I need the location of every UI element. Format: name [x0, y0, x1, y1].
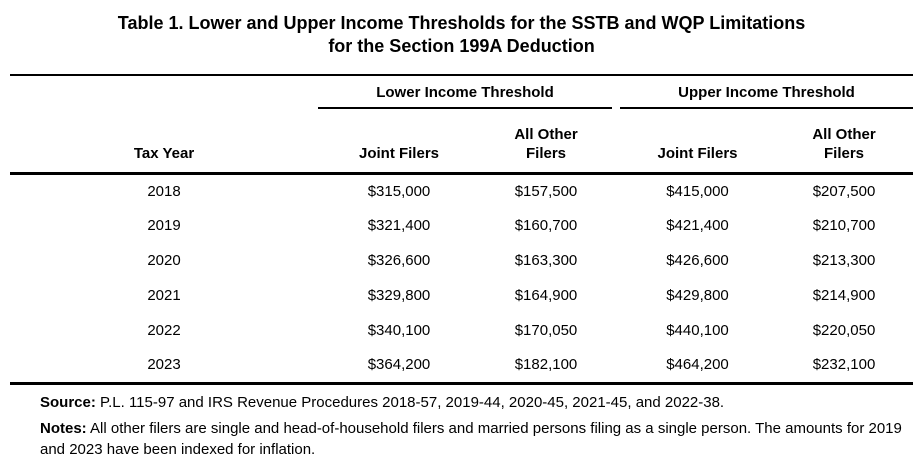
value-cell: $207,500 — [812, 182, 876, 200]
spacer-cell — [612, 243, 620, 278]
table-row: 2018 $315,000 $157,500 $415,000 $207,500 — [10, 173, 913, 208]
column-header-gap — [612, 108, 620, 175]
table-title: Table 1. Lower and Upper Income Threshol… — [0, 0, 923, 58]
table-row: 2020 $326,600 $163,300 $426,600 $213,300 — [10, 243, 913, 278]
value-cell: $429,800 — [666, 287, 729, 304]
value-cell: $157,500 — [514, 182, 578, 200]
value-cell: $321,400 — [367, 217, 431, 234]
group-header-row: Lower Income Threshold Upper Income Thre… — [10, 75, 914, 109]
value-cell: $421,400 — [666, 217, 729, 234]
tax-year-cell: 2022 — [147, 322, 181, 339]
value-cell: $315,000 — [367, 182, 431, 200]
source-label: Source: — [40, 394, 96, 411]
group-header-lower-income-threshold: Lower Income Threshold — [318, 75, 612, 109]
table-footer: Source: P.L. 115-97 and IRS Revenue Proc… — [40, 392, 912, 460]
tax-year-cell: 2021 — [147, 287, 181, 304]
value-cell: $464,200 — [666, 356, 729, 374]
column-header-joint-filers-upper: Joint Filers — [620, 108, 775, 175]
table-row: 2021 $329,800 $164,900 $429,800 $214,900 — [10, 278, 913, 313]
spacer-cell — [612, 208, 620, 243]
value-cell: $182,100 — [514, 356, 578, 374]
tax-year-cell: 2019 — [147, 217, 181, 234]
group-header-gap — [612, 75, 620, 108]
tax-year-cell: 2023 — [147, 356, 181, 374]
column-header-row: Tax Year Joint Filers All Other Filers J… — [10, 108, 914, 175]
value-cell: $213,300 — [812, 252, 876, 269]
spacer-cell — [612, 313, 620, 348]
spacer-cell — [612, 348, 620, 383]
column-header-all-other-filers-upper: All Other Filers — [775, 108, 914, 175]
tax-year-cell: 2020 — [147, 252, 181, 269]
value-cell: $163,300 — [514, 252, 578, 269]
column-header-joint-filers-lower: Joint Filers — [318, 108, 480, 175]
group-header-empty-cell — [10, 75, 318, 108]
table-title-line2: for the Section 199A Deduction — [328, 36, 595, 56]
spacer-cell — [612, 278, 620, 313]
value-cell: $340,100 — [367, 322, 431, 339]
spacer-cell — [612, 173, 620, 208]
value-cell: $164,900 — [514, 287, 578, 304]
source-text: P.L. 115-97 and IRS Revenue Procedures 2… — [95, 394, 725, 411]
value-cell: $326,600 — [367, 252, 431, 269]
value-cell: $364,200 — [367, 356, 431, 374]
table-row: 2023 $364,200 $182,100 $464,200 $232,100 — [10, 348, 913, 383]
value-cell: $426,600 — [666, 252, 729, 269]
group-header-upper-income-threshold: Upper Income Threshold — [620, 75, 914, 109]
table-title-line1: Table 1. Lower and Upper Income Threshol… — [117, 13, 806, 33]
column-header-all-other-filers-lower: All Other Filers — [480, 108, 612, 175]
value-cell: $232,100 — [812, 356, 876, 374]
notes-line: Notes: All other filers are single and h… — [40, 418, 912, 460]
income-thresholds-table: Lower Income Threshold Upper Income Thre… — [10, 74, 914, 385]
source-line: Source: P.L. 115-97 and IRS Revenue Proc… — [40, 392, 912, 413]
column-header-tax-year: Tax Year — [10, 108, 318, 175]
value-cell: $329,800 — [367, 287, 431, 304]
table-row: 2022 $340,100 $170,050 $440,100 $220,050 — [10, 313, 913, 348]
value-cell: $440,100 — [666, 322, 729, 339]
table-row: 2019 $321,400 $160,700 $421,400 $210,700 — [10, 208, 913, 243]
notes-label: Notes: — [40, 420, 87, 437]
notes-text: All other filers are single and head-of-… — [40, 420, 902, 458]
value-cell: $220,050 — [812, 322, 876, 339]
value-cell: $170,050 — [514, 322, 578, 339]
value-cell: $415,000 — [666, 182, 729, 200]
value-cell: $160,700 — [514, 217, 578, 234]
value-cell: $214,900 — [812, 287, 876, 304]
tax-year-cell: 2018 — [147, 182, 181, 200]
value-cell: $210,700 — [812, 217, 876, 234]
